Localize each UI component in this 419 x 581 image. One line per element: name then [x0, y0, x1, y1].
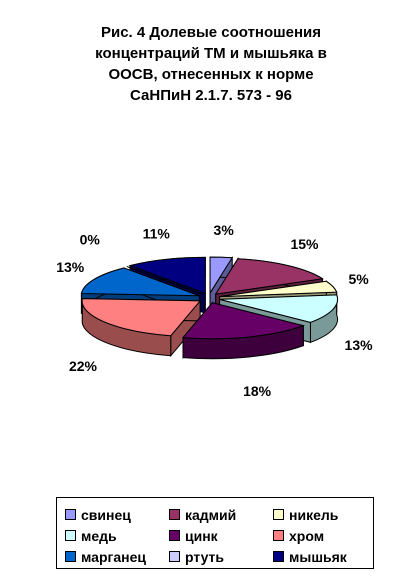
pie-slice-top	[209, 256, 234, 295]
pie-slice-top	[81, 298, 202, 337]
legend-swatch	[65, 551, 76, 562]
legend-label: цинк	[185, 527, 218, 544]
legend-label: хром	[289, 527, 325, 544]
legend-label: кадмий	[185, 506, 237, 523]
legend-swatch	[169, 530, 180, 541]
data-label-цинк: 18%	[243, 383, 272, 399]
pie-slice-top	[126, 265, 203, 295]
legend-swatch	[273, 551, 284, 562]
legend-label: никель	[289, 506, 339, 523]
legend-swatch	[273, 530, 284, 541]
legend-swatch	[65, 509, 76, 520]
data-label-свинец: 3%	[214, 222, 235, 238]
legend-swatch	[273, 509, 284, 520]
legend-item-свинец: свинец	[65, 504, 169, 525]
data-label-никель: 5%	[348, 271, 369, 287]
legend-item-мышьяк: мышьяк	[273, 546, 373, 567]
legend-swatch	[169, 551, 180, 562]
title-line-4: СаНПиН 2.1.7. 573 - 96	[130, 87, 292, 104]
legend-item-кадмий: кадмий	[169, 504, 273, 525]
legend-label: ртуть	[185, 548, 224, 565]
pie-slice-top	[128, 256, 206, 295]
chart-title: Рис. 4 Долевые соотношения концентраций …	[36, 22, 386, 106]
legend-item-никель: никель	[273, 504, 373, 525]
data-label-марганец: 13%	[56, 259, 85, 275]
pie-slice-хром	[81, 298, 202, 358]
legend-item-ртуть: ртуть	[169, 546, 273, 567]
data-label-медь: 13%	[345, 337, 374, 353]
pie-slice-top	[214, 258, 324, 295]
pie-slice-top	[219, 280, 338, 298]
legend-swatch	[65, 530, 76, 541]
legend-item-марганец: марганец	[65, 546, 169, 567]
pie-slice-top	[80, 267, 200, 297]
data-label-мышьяк: 11%	[143, 226, 171, 242]
pie-slice-top	[219, 294, 339, 323]
legend-label: мышьяк	[289, 548, 347, 565]
legend-label: свинец	[81, 506, 131, 523]
legend-swatch	[169, 509, 180, 520]
pie-slice-цинк	[182, 301, 306, 360]
data-label-кадмий: 15%	[290, 236, 319, 252]
legend-item-медь: медь	[65, 525, 169, 546]
pie-slice-ртуть	[126, 265, 203, 295]
title-line-1: Рис. 4 Долевые соотношения	[100, 24, 322, 41]
title-line-3: ООСВ, отнесенных к норме	[108, 66, 314, 83]
legend-label: марганец	[81, 548, 146, 565]
pie-slice-top	[182, 302, 306, 340]
data-label-ртуть: 0%	[80, 231, 101, 247]
data-label-хром: 22%	[69, 358, 98, 374]
title-line-2: концентраций ТМ и мышьяка в	[95, 45, 327, 62]
legend-item-хром: хром	[273, 525, 373, 546]
legend-label: медь	[81, 527, 117, 544]
legend-item-цинк: цинк	[169, 525, 273, 546]
legend: свинец кадмий никель медь цинк хром марганец рт…	[56, 497, 374, 569]
pie-chart: 3% 15% 5% 13% 18% 22% 13% 0% 11%	[56, 222, 374, 399]
